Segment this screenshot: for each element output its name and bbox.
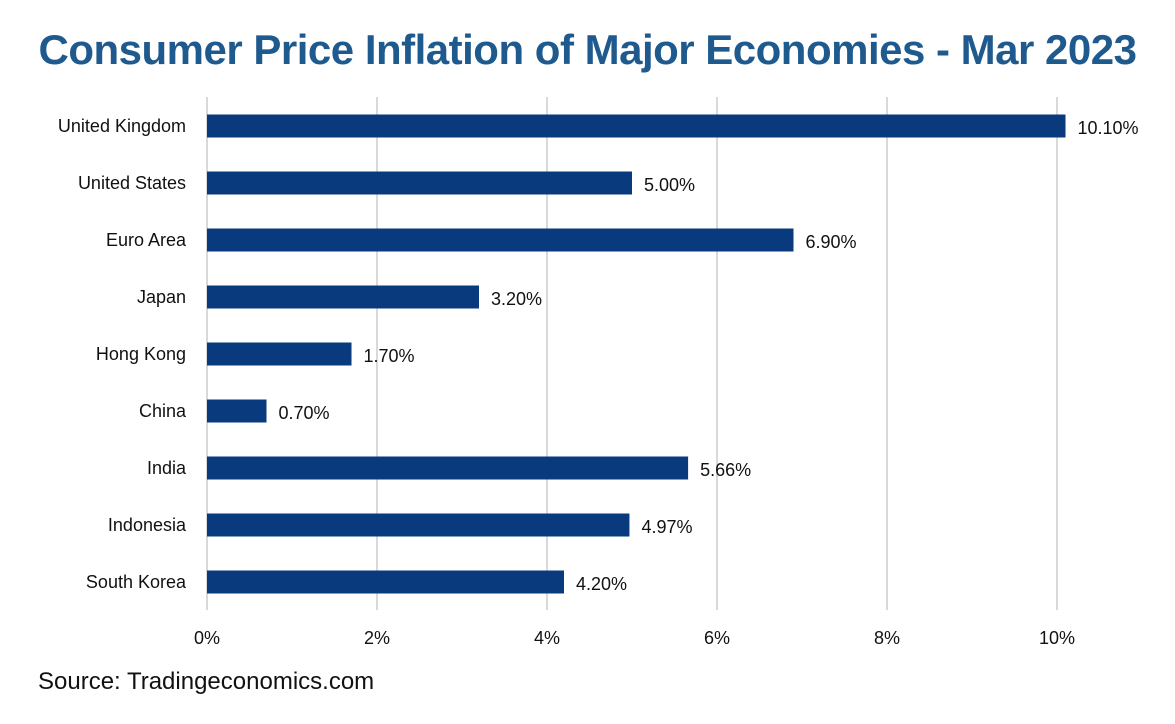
bar (207, 456, 689, 480)
bar (207, 570, 564, 594)
bar (207, 171, 632, 195)
category-labels: United Kingdom United States Euro Area Japa… (58, 116, 187, 592)
data-label: 4.97% (641, 517, 692, 537)
category-label: United Kingdom (58, 116, 186, 136)
x-tick-label: 2% (364, 628, 390, 648)
bar (207, 228, 794, 252)
category-label: Euro Area (106, 230, 187, 250)
data-label: 1.70% (364, 346, 415, 366)
x-tick-label: 4% (534, 628, 560, 648)
bar (207, 342, 352, 366)
x-tick-label: 6% (704, 628, 730, 648)
data-label: 5.66% (700, 460, 751, 480)
x-tick-label: 8% (874, 628, 900, 648)
x-axis-ticks: 0% 2% 4% 6% 8% 10% (194, 628, 1075, 648)
bars (207, 114, 1066, 594)
category-label: South Korea (86, 572, 187, 592)
category-label: Indonesia (108, 515, 187, 535)
data-labels: 10.10% 5.00% 6.90% 3.20% 1.70% 0.70% 5.66% 4.97… (279, 118, 1139, 594)
data-label: 10.10% (1078, 118, 1139, 138)
category-label: India (147, 458, 187, 478)
data-label: 6.90% (806, 232, 857, 252)
source-note: Source: Tradingeconomics.com (38, 668, 375, 695)
x-tick-label: 0% (194, 628, 220, 648)
category-label: Hong Kong (96, 344, 186, 364)
bar (207, 513, 630, 537)
bar (207, 114, 1066, 138)
bar (207, 399, 267, 423)
x-tick-label: 10% (1039, 628, 1075, 648)
data-label: 5.00% (644, 175, 695, 195)
data-label: 3.20% (491, 289, 542, 309)
bar (207, 285, 479, 309)
chart-title: Consumer Price Inflation of Major Econom… (38, 26, 1137, 73)
category-label: United States (78, 173, 186, 193)
data-label: 4.20% (576, 574, 627, 594)
category-label: Japan (137, 287, 186, 307)
data-label: 0.70% (279, 403, 330, 423)
category-label: China (139, 401, 187, 421)
